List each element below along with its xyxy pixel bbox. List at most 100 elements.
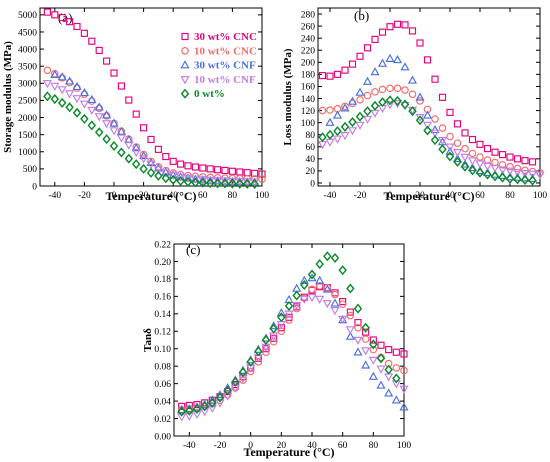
data-point [325,117,335,126]
series-10-wt-cnf [317,100,545,180]
data-point [353,336,363,345]
data-point [154,145,162,153]
x-tick-label: 100 [397,441,412,451]
y-tick-label: 0.22 [154,240,171,250]
data-point [124,153,134,164]
data-point [79,88,89,97]
data-point [475,167,485,178]
data-point [384,364,393,375]
data-point [132,110,140,118]
data-point [110,69,118,77]
data-point [400,99,410,110]
data-point [72,81,82,91]
data-point [178,402,186,410]
legend-marker [180,60,190,69]
data-point [415,115,425,126]
x-axis-label: Temperature (°C) [383,189,474,203]
data-point [513,155,522,163]
loss-modulus-panel: -40 -20 0 20 40 60 80 100 0 20 40 60 80 100 120 140 160 1… [282,7,547,203]
y-tick-label: 0.10 [154,345,171,355]
data-point [363,91,372,100]
data-point [370,100,380,111]
data-point [416,97,424,105]
data-point [361,335,370,343]
series-0-wt- [177,251,401,417]
data-point [177,406,186,417]
data-point [355,121,365,130]
data-point [345,326,355,335]
data-point [438,144,447,155]
data-point [292,304,301,313]
data-point [231,380,239,389]
data-point [102,112,111,120]
data-point [376,353,386,364]
data-point [116,126,126,135]
x-tick-label: 40 [445,191,455,201]
data-point [50,94,60,105]
data-point [183,176,193,187]
data-point [353,303,363,314]
data-point [87,94,97,104]
data-point [377,58,388,67]
data-point [299,295,309,304]
data-point [153,165,163,175]
data-point [356,95,364,104]
y-tick-label: 4500 [18,28,37,38]
data-point [57,86,67,95]
data-point [246,356,255,367]
y-axis-label: Loss modulus (MPa) [282,48,294,146]
x-tick-label: 60 [198,191,208,201]
data-point [339,298,347,306]
data-point [392,100,403,109]
data-point [322,300,332,309]
data-point [476,140,484,148]
x-tick-label: 20 [139,191,149,201]
data-point [292,283,302,292]
x-tick-label: 40 [168,191,178,201]
data-point [250,178,259,189]
data-point [109,140,119,151]
legend-label: 30 wt% CNF [194,60,256,72]
data-point [315,259,324,270]
data-point [431,75,439,83]
data-point [452,153,463,163]
data-point [87,106,97,115]
y-tick-label: 180 [301,71,316,81]
data-point [169,157,177,165]
data-point [347,127,358,136]
data-point [261,334,271,346]
data-point [124,141,134,150]
data-point [445,151,455,162]
data-point [438,93,447,101]
data-point [338,300,347,308]
data-point [332,135,343,144]
data-point [103,57,111,65]
data-point [355,111,365,122]
data-point [177,413,187,422]
y-axis-label: Tanδ [142,328,154,352]
x-tick-label: 20 [415,191,425,201]
data-point [430,129,440,138]
data-point [535,171,545,180]
y-tick-label: 0.04 [154,397,171,407]
data-point [168,174,178,185]
data-point [315,295,325,304]
data-point [467,157,478,166]
data-point [400,366,408,375]
data-point [235,178,245,189]
data-point [346,311,355,320]
data-point [323,283,332,292]
data-point [80,29,88,37]
y-tick-label: 0.08 [154,362,171,372]
data-point [94,113,104,122]
data-point [116,134,126,143]
data-point [262,348,270,356]
x-axis-label: Temperature (°C) [243,445,334,459]
data-point [191,163,199,171]
series-30-wt-cnc [43,8,266,178]
data-point [231,376,240,387]
plot-frame [173,243,405,437]
data-point [460,153,470,162]
data-point [453,139,462,147]
data-point [213,178,222,189]
